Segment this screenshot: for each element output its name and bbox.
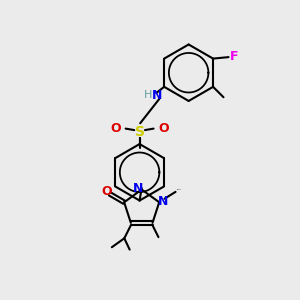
Text: O: O — [101, 185, 112, 198]
Text: H: H — [144, 90, 152, 100]
Text: N: N — [158, 195, 168, 208]
Text: N: N — [152, 89, 163, 102]
Text: S: S — [135, 124, 145, 139]
Text: O: O — [110, 122, 121, 135]
Text: O: O — [159, 122, 169, 135]
Text: N: N — [133, 182, 143, 195]
Text: F: F — [230, 50, 238, 63]
Text: methyl: methyl — [177, 189, 182, 190]
